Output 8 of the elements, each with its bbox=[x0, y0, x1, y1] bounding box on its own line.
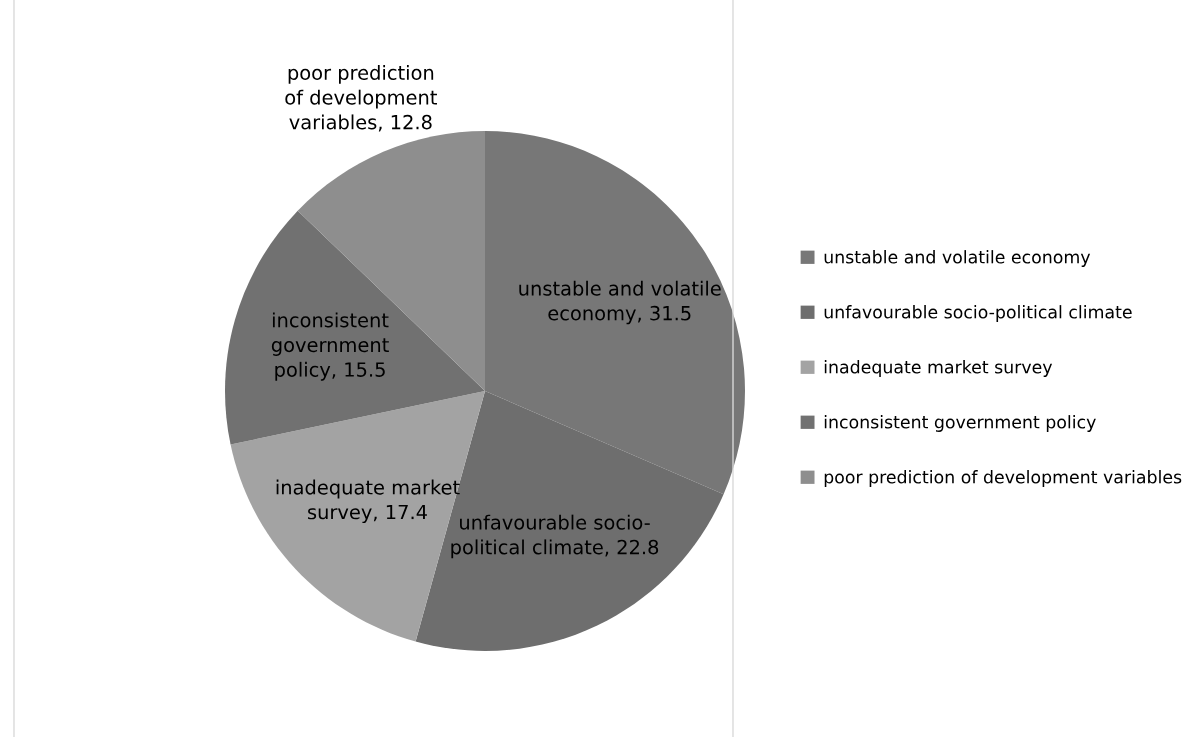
legend-label: inadequate market survey bbox=[824, 360, 1053, 377]
legend-label: unfavourable socio-political climate bbox=[824, 305, 1132, 322]
data-label: unstable and volatile economy, 31.5 bbox=[519, 280, 721, 325]
data-label: inconsistent government policy, 15.5 bbox=[271, 312, 389, 381]
legend-label: inconsistent government policy bbox=[824, 415, 1096, 432]
legend-label: unstable and volatile economy bbox=[824, 250, 1091, 267]
legend-label: poor prediction of development variables bbox=[824, 470, 1182, 487]
data-label: poor prediction of development variables, 12.8 bbox=[285, 64, 437, 132]
